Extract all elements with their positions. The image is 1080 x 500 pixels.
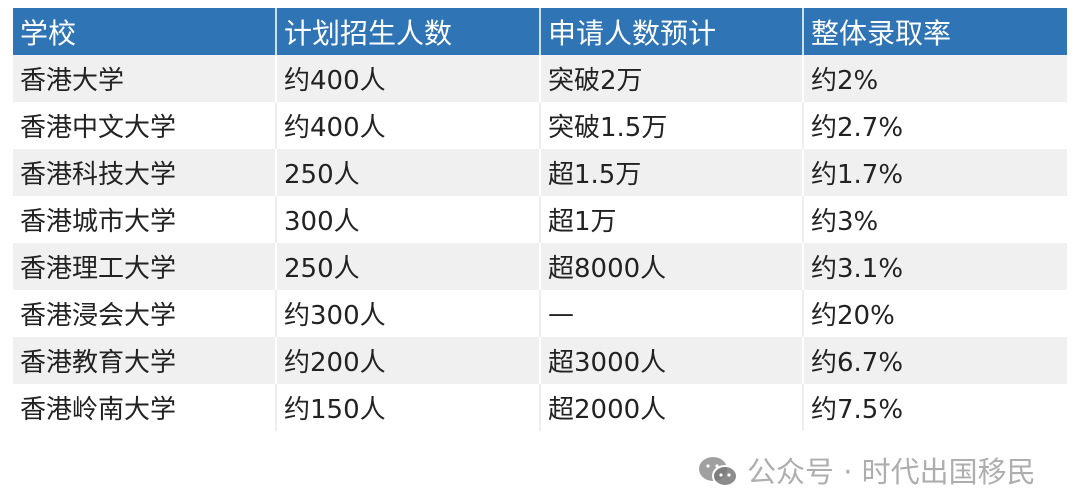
cell-school: 香港城市大学 [13, 196, 277, 243]
cell-school: 香港中文大学 [13, 102, 277, 149]
header-planned-enrollment: 计划招生人数 [276, 8, 541, 55]
table-row: 香港教育大学 约200人 超3000人 约6.7% [13, 337, 1067, 384]
table-row: 香港大学 约400人 突破2万 约2% [13, 55, 1067, 102]
cell-school: 香港理工大学 [13, 243, 277, 290]
cell-expected-applicants: 超1万 [540, 196, 804, 243]
cell-expected-applicants: — [540, 290, 804, 337]
wechat-icon [699, 457, 738, 487]
cell-admission-rate: 约20% [803, 290, 1067, 337]
table-row: 香港科技大学 250人 超1.5万 约1.7% [13, 149, 1067, 196]
admissions-table: 学校 计划招生人数 申请人数预计 整体录取率 香港大学 约400人 突破2万 约2% 香… [13, 8, 1067, 431]
cell-school: 香港大学 [13, 55, 277, 102]
cell-school: 香港科技大学 [13, 149, 277, 196]
cell-expected-applicants: 超2000人 [540, 384, 804, 431]
watermark-text: 公众号 · 时代出国移民 [747, 455, 1036, 489]
cell-admission-rate: 约2% [803, 55, 1067, 102]
cell-school: 香港教育大学 [13, 337, 277, 384]
cell-planned-enrollment: 250人 [276, 243, 541, 290]
cell-admission-rate: 约7.5% [803, 384, 1067, 431]
table-row: 香港岭南大学 约150人 超2000人 约7.5% [13, 384, 1067, 431]
cell-planned-enrollment: 约200人 [276, 337, 541, 384]
table-row: 香港城市大学 300人 超1万 约3% [13, 196, 1067, 243]
cell-expected-applicants: 超1.5万 [540, 149, 804, 196]
cell-admission-rate: 约2.7% [803, 102, 1067, 149]
cell-admission-rate: 约3% [803, 196, 1067, 243]
cell-expected-applicants: 突破1.5万 [540, 102, 804, 149]
cell-planned-enrollment: 约300人 [276, 290, 541, 337]
table-row: 香港中文大学 约400人 突破1.5万 约2.7% [13, 102, 1067, 149]
cell-planned-enrollment: 约400人 [276, 102, 541, 149]
header-expected-applicants: 申请人数预计 [540, 8, 804, 55]
cell-expected-applicants: 超8000人 [540, 243, 804, 290]
cell-admission-rate: 约1.7% [803, 149, 1067, 196]
header-school: 学校 [13, 8, 277, 55]
cell-planned-enrollment: 约400人 [276, 55, 541, 102]
table-row: 香港理工大学 250人 超8000人 约3.1% [13, 243, 1067, 290]
cell-planned-enrollment: 约150人 [276, 384, 541, 431]
cell-expected-applicants: 突破2万 [540, 55, 804, 102]
cell-school: 香港岭南大学 [13, 384, 277, 431]
header-row: 学校 计划招生人数 申请人数预计 整体录取率 [13, 8, 1067, 55]
table-row: 香港浸会大学 约300人 — 约20% [13, 290, 1067, 337]
cell-school: 香港浸会大学 [13, 290, 277, 337]
cell-planned-enrollment: 250人 [276, 149, 541, 196]
cell-planned-enrollment: 300人 [276, 196, 541, 243]
cell-admission-rate: 约3.1% [803, 243, 1067, 290]
header-admission-rate: 整体录取率 [803, 8, 1067, 55]
cell-admission-rate: 约6.7% [803, 337, 1067, 384]
watermark: 公众号 · 时代出国移民 [697, 452, 1036, 492]
cell-expected-applicants: 超3000人 [540, 337, 804, 384]
